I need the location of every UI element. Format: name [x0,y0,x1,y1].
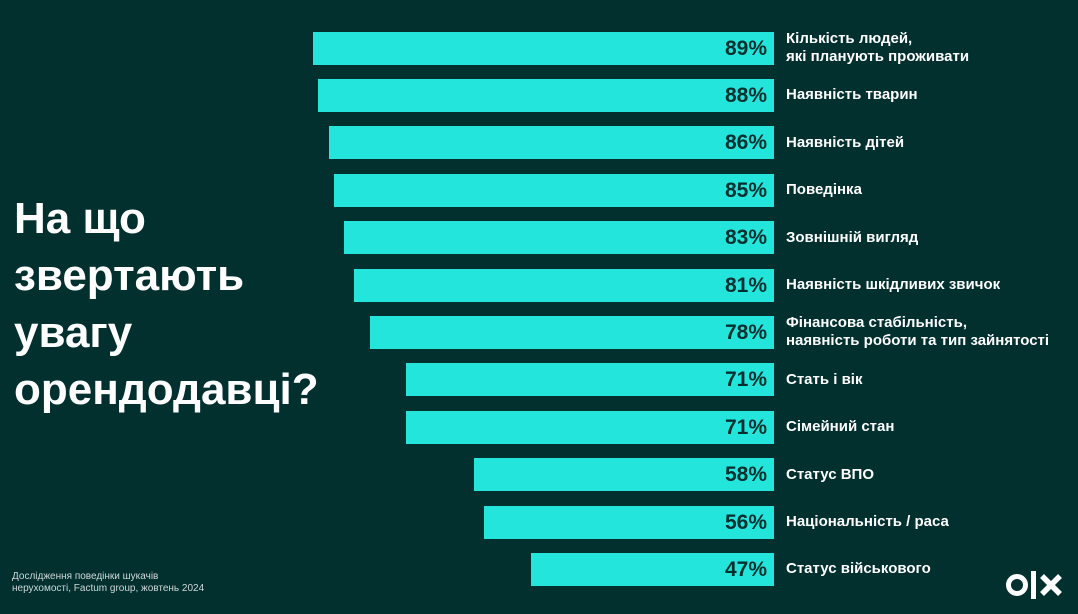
value-label: 86% [724,131,767,155]
category-label: Сімейний стан [786,418,895,436]
category-label: Наявність шкідливих звичок [786,276,1001,293]
source-note: Дослідження поведінки шукачів нерухомост… [12,571,205,594]
value-label: 71% [724,415,767,439]
value-label: 78% [724,320,767,344]
value-label: 88% [724,83,767,107]
category-label: Національність / раса [786,513,949,530]
bar [312,31,774,65]
bar [483,505,774,539]
category-label: Наявність тварин [786,86,918,104]
bar [406,410,774,444]
bar [333,173,774,207]
bar [369,315,774,349]
bar [473,458,774,492]
value-label: 83% [724,226,767,250]
value-label: 58% [724,463,767,487]
value-label: 56% [724,510,767,534]
value-label: 89% [724,36,767,60]
logo [1006,571,1062,599]
category-label: Стать і вік [786,370,863,388]
bar [344,221,774,255]
bar [318,78,774,112]
value-label: 81% [724,273,767,297]
category-label: Наявність дітей [786,133,905,151]
category-label: Статус ВПО [786,465,875,483]
value-label: 71% [724,368,767,392]
bar [354,268,774,302]
category-label: Зовнішній вигляд [786,228,919,246]
value-label: 85% [724,178,767,202]
category-label: Статус військового [786,560,931,578]
value-label: 47% [724,557,767,581]
category-label: Фінансова стабільність, наявність роботи… [786,314,1050,350]
bar [530,552,774,586]
category-label: Поведінка [786,181,862,199]
bar [328,126,774,160]
chart-title: На що звертають увагу орендодавці? [14,194,319,414]
category-label: Кількість людей, які планують проживати [786,30,970,65]
bar [406,363,774,397]
